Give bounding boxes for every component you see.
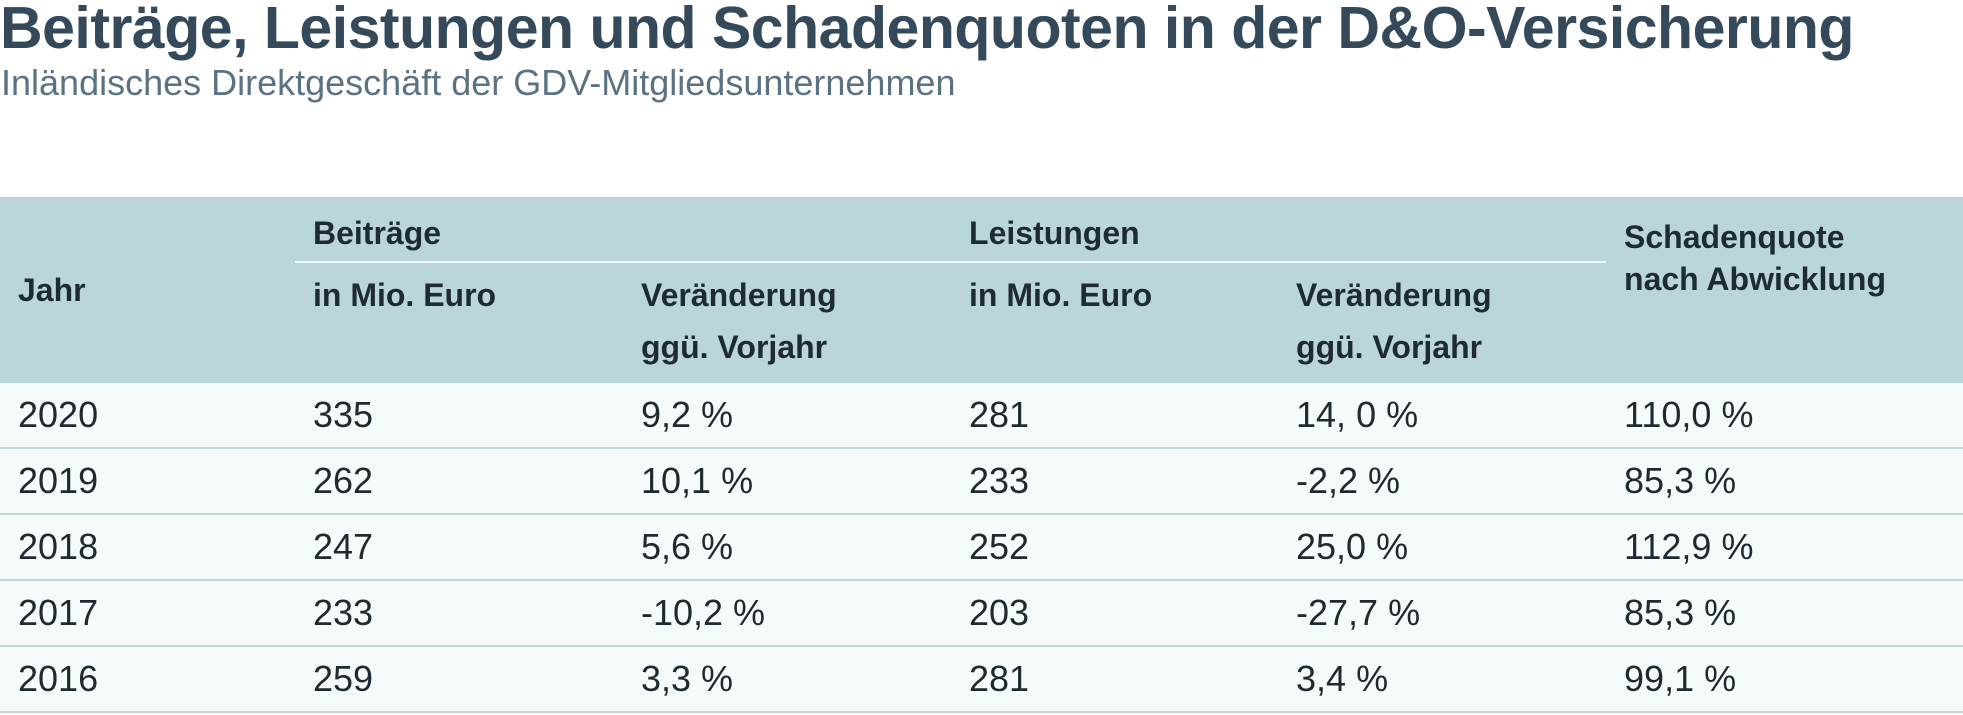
page-subtitle: Inländisches Direktgeschäft der GDV-Mitg… (1, 62, 956, 103)
cell-beitraege: 262 (295, 448, 623, 515)
column-header-beitraege-value: in Mio. Euro (295, 263, 623, 383)
cell-leistungen-change: -27,7 % (1278, 580, 1607, 647)
cell-schadenquote: 112,9 % (1606, 514, 1963, 581)
column-header-schadenquote: Schadenquote nach Abwicklung (1606, 197, 1963, 383)
cell-beitraege-change: 3,3 % (623, 646, 952, 713)
cell-schadenquote: 99,1 % (1606, 646, 1963, 713)
cell-beitraege-change: 5,6 % (623, 514, 952, 581)
column-group-beitraege-label: Beiträge (295, 207, 952, 263)
cell-schadenquote: 85,3 % (1606, 448, 1963, 515)
column-group-leistungen: Leistungen (951, 197, 1607, 263)
column-header-beitraege-change-line1: Veränderung (641, 277, 837, 313)
cell-jahr: 2017 (0, 580, 295, 647)
column-header-schadenquote-line1: Schadenquote (1624, 219, 1845, 255)
cell-leistungen: 233 (951, 448, 1279, 515)
cell-leistungen: 203 (951, 580, 1279, 647)
table-row: 2017 233 -10,2 % 203 -27,7 % 85,3 % (0, 580, 1963, 647)
cell-leistungen-change: -2,2 % (1278, 448, 1607, 515)
column-header-leistungen-change-line2: ggü. Vorjahr (1296, 329, 1483, 365)
column-header-beitraege-value-label: in Mio. Euro (313, 277, 497, 313)
cell-leistungen-change: 25,0 % (1278, 514, 1607, 581)
cell-leistungen: 281 (951, 383, 1279, 449)
page-title: Beiträge, Leistungen und Schadenquoten i… (0, 0, 1854, 61)
cell-jahr: 2019 (0, 448, 295, 515)
column-group-beitraege: Beiträge (295, 197, 952, 263)
cell-beitraege: 247 (295, 514, 623, 581)
cell-jahr: 2016 (0, 646, 295, 713)
column-header-jahr-label: Jahr (18, 272, 86, 308)
column-header-schadenquote-line2: nach Abwicklung (1624, 261, 1886, 297)
data-table-container: Jahr Beiträge Leistungen Schadenquote na… (0, 197, 1963, 713)
cell-beitraege: 259 (295, 646, 623, 713)
column-group-leistungen-label: Leistungen (951, 207, 1607, 263)
cell-leistungen-change: 3,4 % (1278, 646, 1607, 713)
table-body: 2020 335 9,2 % 281 14, 0 % 110,0 % 2019 … (0, 383, 1963, 713)
table-row: 2016 259 3,3 % 281 3,4 % 99,1 % (0, 646, 1963, 713)
column-header-leistungen-change-line1: Veränderung (1296, 277, 1492, 313)
column-header-leistungen-value: in Mio. Euro (951, 263, 1279, 383)
cell-beitraege-change: 9,2 % (623, 383, 952, 449)
cell-leistungen: 281 (951, 646, 1279, 713)
table-row: 2020 335 9,2 % 281 14, 0 % 110,0 % (0, 383, 1963, 449)
column-header-beitraege-change-line2: ggü. Vorjahr (641, 329, 828, 365)
cell-jahr: 2020 (0, 383, 295, 449)
header-row-sub: in Mio. Euro Veränderung ggü. Vorjahr in… (0, 263, 1963, 383)
cell-beitraege: 335 (295, 383, 623, 449)
cell-leistungen-change: 14, 0 % (1278, 383, 1607, 449)
table-row: 2019 262 10,1 % 233 -2,2 % 85,3 % (0, 448, 1963, 515)
header-row-group: Jahr Beiträge Leistungen Schadenquote na… (0, 197, 1963, 383)
column-header-beitraege-change: Veränderung ggü. Vorjahr (623, 263, 952, 383)
column-header-leistungen-value-label: in Mio. Euro (969, 277, 1153, 313)
cell-beitraege-change: -10,2 % (623, 580, 952, 647)
data-table: Jahr Beiträge Leistungen Schadenquote na… (0, 197, 1963, 713)
cell-beitraege: 233 (295, 580, 623, 647)
table-header: Jahr Beiträge Leistungen Schadenquote na… (0, 197, 1963, 383)
cell-leistungen: 252 (951, 514, 1279, 581)
cell-schadenquote: 85,3 % (1606, 580, 1963, 647)
table-row: 2018 247 5,6 % 252 25,0 % 112,9 % (0, 514, 1963, 581)
column-header-leistungen-change: Veränderung ggü. Vorjahr (1278, 263, 1607, 383)
cell-schadenquote: 110,0 % (1606, 383, 1963, 449)
cell-beitraege-change: 10,1 % (623, 448, 952, 515)
column-header-jahr: Jahr (0, 197, 295, 383)
cell-jahr: 2018 (0, 514, 295, 581)
